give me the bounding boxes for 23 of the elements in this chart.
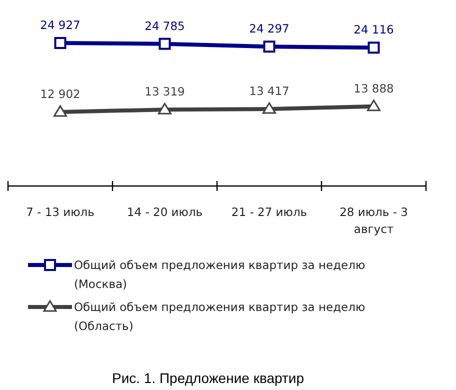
x-tick-label: 28 июль - 3 август [340, 205, 408, 236]
point [262, 102, 276, 114]
legend-label: Общий объем предложения квартир за неделю (Область) [74, 300, 366, 333]
legend-label: Общий объем предложения квартир за неделю (Москва) [74, 258, 366, 291]
data-label: 24 116 [354, 22, 394, 37]
point [368, 42, 380, 54]
point [263, 40, 276, 53]
x-tick-label: 21 - 27 июль [231, 205, 308, 219]
point [158, 38, 171, 50]
point [158, 102, 172, 114]
point [54, 37, 66, 49]
point [367, 100, 380, 112]
x-tick-label: 14 - 20 июль [126, 205, 203, 219]
data-label: 24 297 [249, 22, 290, 36]
data-label: 13 888 [354, 81, 394, 96]
point [54, 105, 67, 117]
data-label: 13 417 [249, 84, 290, 98]
text: Рис. 1. Предложение квартир [112, 370, 304, 386]
data-label: 13 319 [144, 84, 185, 99]
data-label: 12 902 [40, 86, 80, 101]
x-tick-label: 7 - 13 июль [26, 205, 95, 219]
data-label: 24 927 [40, 18, 80, 32]
data-label: 24 785 [144, 18, 185, 33]
